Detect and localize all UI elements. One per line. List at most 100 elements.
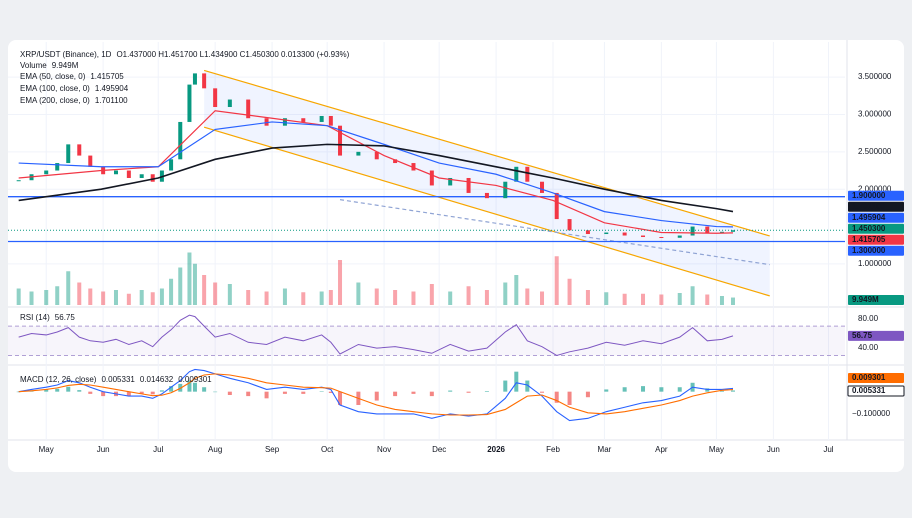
volume-bar	[328, 290, 333, 305]
y-tick-label: 2.000000	[858, 184, 892, 193]
volume-bar	[101, 291, 106, 305]
macd-histogram-bar	[213, 391, 218, 393]
price-tag: 1.300000	[852, 246, 886, 255]
price-tag-bg	[848, 223, 904, 234]
macd-histogram-bar	[585, 391, 590, 398]
volume-bar	[503, 282, 508, 305]
macd-histogram-bar	[187, 380, 192, 392]
legend-value: 0.009301	[178, 375, 212, 384]
price-tag-bg	[848, 234, 904, 245]
price-candle	[429, 170, 434, 186]
legend-value: 1.415705	[90, 72, 124, 81]
volume-bar	[178, 267, 183, 305]
price-candle	[246, 99, 251, 119]
legend-value: 0.005331	[101, 375, 135, 384]
price-candle	[466, 177, 471, 193]
plot	[8, 42, 845, 440]
macd-histogram-bar	[66, 386, 71, 392]
price-tag-bg	[848, 201, 904, 212]
price-candle	[503, 181, 508, 199]
legend-name: EMA (100, close, 0)	[20, 84, 90, 93]
volume-bar	[690, 286, 695, 305]
macd-histogram-bar	[192, 382, 197, 392]
legend-value: 56.75	[55, 313, 76, 322]
volume-bar	[29, 291, 34, 305]
legend-value: 1.495904	[95, 84, 129, 93]
price-candle	[178, 121, 183, 160]
macd-histogram-bar	[77, 390, 82, 392]
macd-histogram-bar	[429, 391, 434, 397]
volume-bar	[540, 291, 545, 305]
price-tag: 1.900000	[852, 191, 886, 200]
price-candle	[484, 192, 489, 199]
macd-histogram-bar	[540, 391, 545, 393]
price-candle	[554, 192, 559, 220]
macd-histogram-bar	[319, 391, 324, 392]
x-tick-label: Nov	[377, 445, 391, 454]
y-tick-label: 1.000000	[858, 259, 892, 268]
x-tick-label: Feb	[546, 445, 560, 454]
volume-bar	[66, 271, 71, 305]
macd-histogram-bar	[282, 391, 287, 394]
legend-name: RSI (14)	[20, 313, 50, 322]
ema-line	[18, 143, 734, 213]
x-tick-label: Jun	[767, 445, 780, 454]
macd-histogram-bar	[719, 390, 724, 392]
macd-histogram-bar	[622, 387, 627, 392]
symbol-title: XRP/USDT (Binance), 1D	[20, 50, 112, 59]
macd-histogram-bar	[484, 391, 489, 392]
volume-bar	[202, 275, 207, 305]
price-candle	[393, 159, 398, 164]
price-candle	[374, 151, 379, 160]
macd-histogram-bar	[393, 391, 398, 397]
macd-histogram-bar	[169, 386, 174, 392]
legend-name: EMA (200, close, 0)	[20, 96, 90, 105]
legend-value: 9.949M	[52, 61, 79, 70]
signal-line	[18, 373, 734, 416]
rsi-tag-bg	[848, 330, 904, 341]
price-candle	[113, 170, 118, 175]
price-candle	[227, 99, 232, 108]
macd-histogram-bar	[246, 391, 251, 397]
price-candle	[659, 237, 664, 239]
price-candle	[677, 235, 682, 238]
price-candle	[514, 166, 519, 182]
macd-histogram-bar	[301, 391, 306, 394]
macd-histogram-bar	[150, 391, 155, 395]
volume-bar	[159, 288, 164, 305]
volume-bar	[44, 290, 49, 305]
volume-bar	[113, 290, 118, 305]
price-candle	[213, 88, 218, 108]
x-tick-label: Apr	[655, 445, 668, 454]
volume-bar	[554, 256, 559, 305]
macd-histogram-bar	[159, 390, 164, 392]
rsi-tag: 56.75	[852, 331, 873, 340]
volume-bar	[374, 288, 379, 305]
volume-bar	[514, 275, 519, 305]
volume-bar	[338, 260, 343, 305]
ohlc-values: O1.437000 H1.451700 L1.434900 C1.450300 …	[116, 50, 349, 59]
rsi-line	[18, 314, 734, 357]
macd-histogram-bar	[567, 391, 572, 405]
macd-histogram-bar	[554, 391, 559, 403]
price-candle	[77, 144, 82, 156]
volume-bar	[301, 292, 306, 305]
x-tick-label: Dec	[432, 445, 446, 454]
price-candle	[139, 174, 144, 178]
price-candle	[55, 163, 60, 171]
volume-bar	[719, 296, 724, 305]
volume-bar	[77, 282, 82, 305]
macd-tag: 0.009301	[852, 373, 886, 382]
price-candle	[150, 174, 155, 182]
y-tick-label: 3.500000	[858, 72, 892, 81]
volume-bar	[169, 278, 174, 305]
volume-bar	[641, 293, 646, 305]
volume-bar	[356, 282, 361, 305]
macd-histogram-bar	[338, 391, 343, 405]
price-candle	[690, 226, 695, 236]
price-candle	[585, 230, 590, 235]
macd-histogram-bar	[730, 390, 735, 392]
legend-name: MACD (12, 26, close)	[20, 375, 97, 384]
price-candle	[730, 230, 735, 232]
volume-bar	[411, 291, 416, 305]
